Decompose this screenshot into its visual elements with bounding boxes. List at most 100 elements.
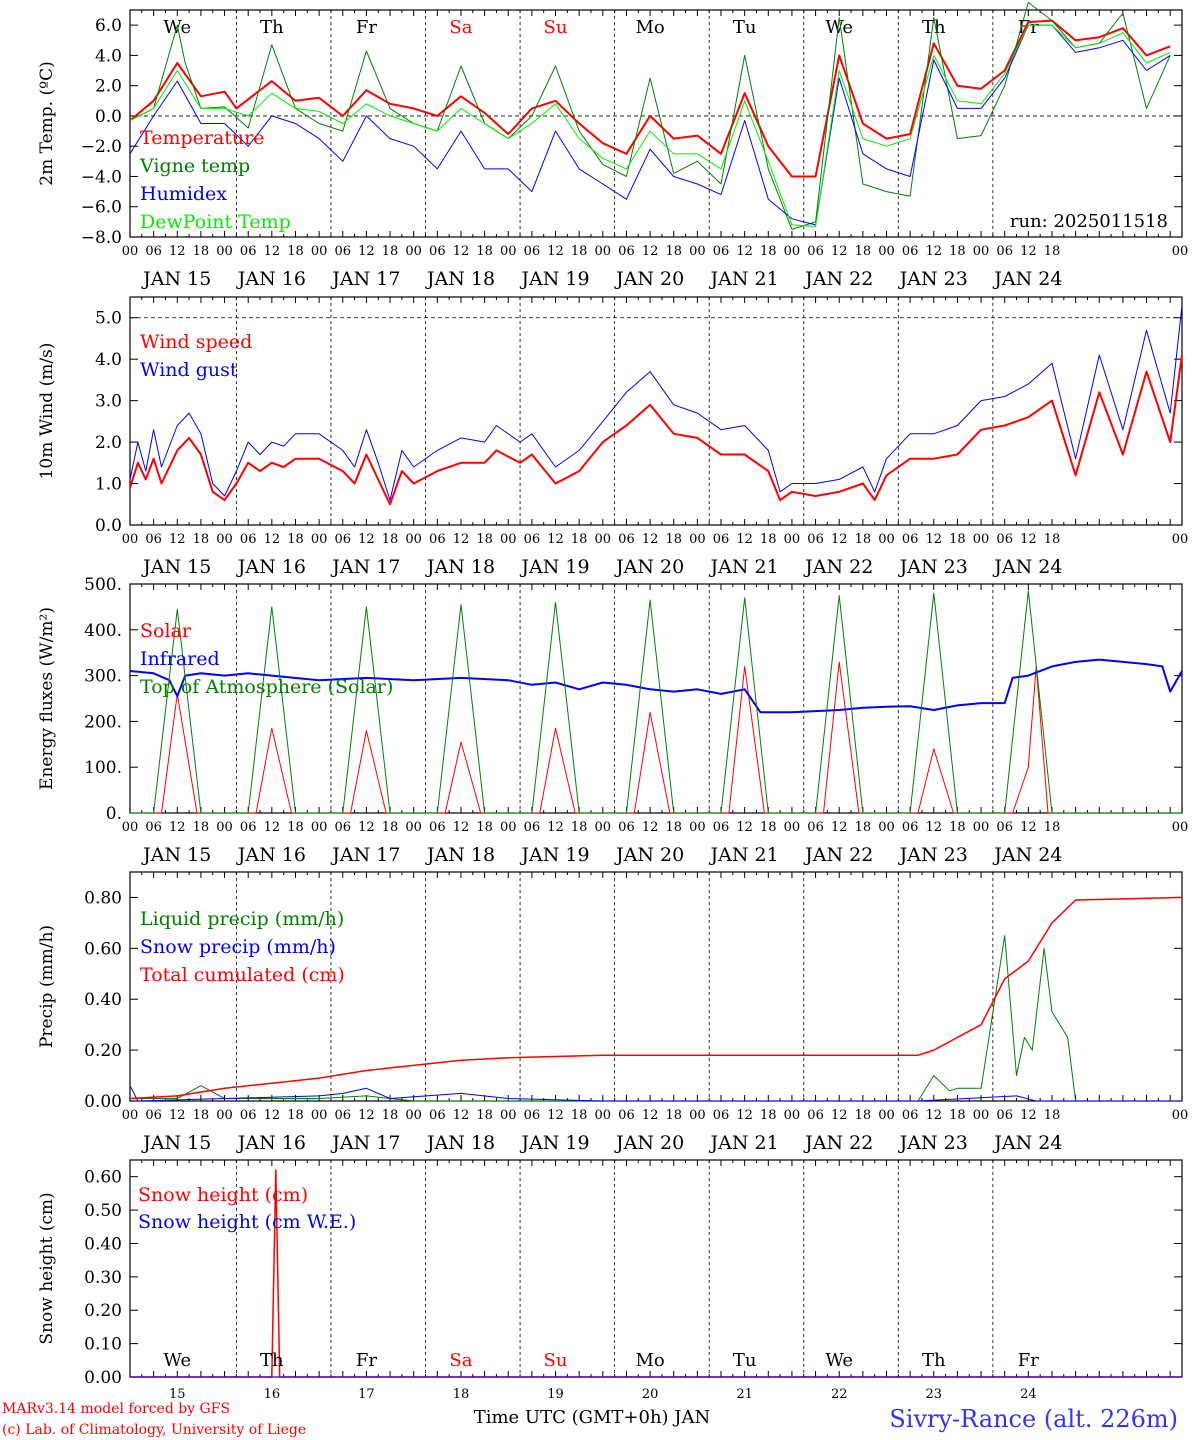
x-tick-label: 18 xyxy=(287,244,304,259)
x-tick-label: 18 xyxy=(476,1108,493,1123)
x-tick-label: 18 xyxy=(665,244,682,259)
date-label: JAN 19 xyxy=(519,844,589,866)
x-tick-label: 18 xyxy=(571,1108,588,1123)
y-tick-label: 300. xyxy=(84,667,122,687)
x-tick-label: 18 xyxy=(855,244,872,259)
y-tick-label: 0.60 xyxy=(84,1168,122,1188)
x-tick-label: 12 xyxy=(736,532,753,547)
x-tick-label: 00 xyxy=(311,532,328,547)
x-tick-label: 18 xyxy=(1044,1108,1061,1123)
x-tick-label: 00 xyxy=(784,244,801,259)
x-tick-label: 00 xyxy=(405,244,422,259)
day-number-label: 23 xyxy=(926,1387,943,1402)
x-tick-label: 00 xyxy=(122,1108,139,1123)
x-tick-label: 06 xyxy=(240,820,257,835)
x-tick-label: 18 xyxy=(287,1108,304,1123)
x-tick-label: 00 xyxy=(122,244,139,259)
x-tick-label: 18 xyxy=(382,244,399,259)
x-tick-label: 12 xyxy=(264,1108,281,1123)
weekday-label: Fr xyxy=(1018,1350,1039,1371)
legend-entry: Solar xyxy=(140,620,192,642)
series-line xyxy=(129,1,1171,230)
x-tick-label: 12 xyxy=(264,532,281,547)
legend-entry: Snow height (cm) xyxy=(138,1184,308,1206)
x-tick-label: 00 xyxy=(311,244,328,259)
day-number-label: 20 xyxy=(642,1387,659,1402)
x-tick-label: 00 xyxy=(500,1108,517,1123)
x-tick-label: 06 xyxy=(524,1108,541,1123)
x-tick-label: 18 xyxy=(193,244,210,259)
weekday-label: We xyxy=(163,1350,191,1371)
date-label: JAN 15 xyxy=(141,556,211,578)
x-tick-label: 18 xyxy=(855,1108,872,1123)
weekday-label: Mo xyxy=(635,17,664,38)
y-tick-label: 0.30 xyxy=(84,1268,122,1288)
x-tick-label: 12 xyxy=(736,1108,753,1123)
legend-entry: Liquid precip (mm/h) xyxy=(140,908,344,930)
x-tick-label: 12 xyxy=(736,244,753,259)
date-label: JAN 24 xyxy=(992,556,1062,578)
date-label: JAN 18 xyxy=(425,556,495,578)
weekday-label: Su xyxy=(544,17,568,38)
day-number-label: 19 xyxy=(547,1387,564,1402)
x-tick-label: 12 xyxy=(547,532,564,547)
weekday-label: Tu xyxy=(733,1350,757,1371)
panel-snow: 0.00 0.10 0.20 0.30 0.40 0.50 0.60 Snow height … xyxy=(37,1159,1183,1402)
weekday-label: Fr xyxy=(356,1350,377,1371)
y-tick-label: 3.0 xyxy=(95,392,122,412)
y-tick-label: 4.0 xyxy=(95,46,122,66)
x-tick-label: 00 xyxy=(216,820,233,835)
plot-frame xyxy=(129,583,1183,814)
x-tick-label: 06 xyxy=(807,244,824,259)
x-tick-label: 12 xyxy=(1020,820,1037,835)
date-label: JAN 20 xyxy=(614,1132,684,1154)
x-tick-label: 18 xyxy=(949,820,966,835)
x-tick-label: 06 xyxy=(145,820,162,835)
y-tick-label: 0.0 xyxy=(95,107,122,127)
x-tick-label: 12 xyxy=(642,820,659,835)
x-tick-label: 06 xyxy=(240,244,257,259)
x-tick-label: 12 xyxy=(264,820,281,835)
weekday-label: Th xyxy=(260,1350,284,1371)
x-tick-label: 00 xyxy=(500,244,517,259)
day-number-label: 18 xyxy=(453,1387,470,1402)
x-tick-label: 06 xyxy=(713,244,730,259)
date-label: JAN 17 xyxy=(330,556,400,578)
date-label: JAN 16 xyxy=(236,268,306,290)
x-tick-label: 00 xyxy=(122,820,139,835)
day-number-label: 15 xyxy=(169,1387,186,1402)
panel-wind: 00 06 12 18 00 06 12 18 00 06 12 18 00 06 12 18 00 06 12 18… xyxy=(37,296,1188,578)
y-tick-label: 0.20 xyxy=(84,1301,122,1321)
x-tick-label: 12 xyxy=(453,532,470,547)
series-line xyxy=(129,24,1171,226)
x-tick-label: 12 xyxy=(831,532,848,547)
y-tick-label: 5.0 xyxy=(95,309,122,329)
legend-entry: Vigne temp xyxy=(139,155,250,177)
x-tick-label: 18 xyxy=(760,532,777,547)
day-number-label: 24 xyxy=(1020,1387,1037,1402)
date-label: JAN 19 xyxy=(519,1132,589,1154)
x-tick-label: 18 xyxy=(855,532,872,547)
x-tick-label: 00 xyxy=(689,244,706,259)
x-tick-label: 00 xyxy=(595,1108,612,1123)
date-label: JAN 22 xyxy=(803,268,873,290)
x-tick-label: 18 xyxy=(1044,532,1061,547)
date-label: JAN 21 xyxy=(709,556,779,578)
date-label: JAN 17 xyxy=(330,844,400,866)
y-tick-label: 0.50 xyxy=(84,1201,122,1221)
y-tick-label: 0.60 xyxy=(84,939,122,959)
x-tick-label: 18 xyxy=(1044,820,1061,835)
legend-entry: Infrared xyxy=(140,648,220,670)
x-tick-label: 12 xyxy=(453,244,470,259)
legend-entry: Snow height (cm W.E.) xyxy=(138,1211,356,1233)
series-line xyxy=(129,354,1183,506)
y-tick-label: −6.0 xyxy=(81,198,122,218)
x-tick-label: 12 xyxy=(1020,532,1037,547)
weekday-label: We xyxy=(163,17,191,38)
x-tick-label: 18 xyxy=(665,1108,682,1123)
x-tick-label: 18 xyxy=(382,532,399,547)
x-tick-label: 00 xyxy=(1172,244,1189,259)
x-tick-label: 00 xyxy=(878,244,895,259)
x-tick-label: 18 xyxy=(382,1108,399,1123)
x-tick-label: 06 xyxy=(524,820,541,835)
